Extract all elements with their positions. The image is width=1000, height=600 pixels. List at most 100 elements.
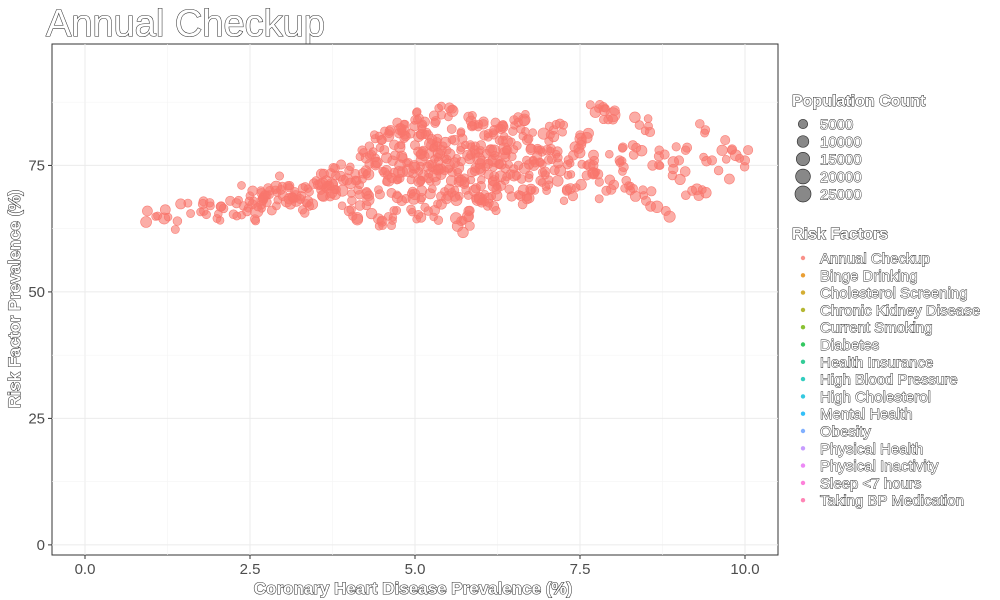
data-point [567,190,579,202]
data-point [467,142,476,151]
x-axis-label: Coronary Heart Disease Prevalence (%) [254,579,572,598]
data-point [362,193,375,207]
data-point [412,107,422,117]
data-point [594,194,604,204]
data-point [544,175,554,184]
data-point [667,156,679,168]
data-point [337,201,347,211]
data-point [681,190,691,200]
color-legend-label: Diabetes [820,337,879,354]
size-legend-key [795,152,810,167]
data-point [695,119,705,129]
data-point [536,145,546,154]
x-tick-label: 5.0 [405,561,426,578]
data-point [198,196,209,207]
color-legend-key [800,376,806,382]
data-point [276,185,286,195]
data-point [700,128,710,138]
size-legend-title: Population Count [792,93,926,110]
data-point [504,160,513,169]
data-point [387,221,396,231]
data-point [563,170,573,180]
data-point [605,149,614,159]
data-point [346,162,355,172]
color-legend-label: Current Smoking [820,320,933,337]
data-point [175,198,187,210]
data-point [585,100,595,110]
data-point [716,144,728,156]
color-legend-label: High Cholesterol [820,389,931,406]
size-legend-label: 20000 [820,169,862,186]
data-point [201,210,211,220]
data-point [483,129,493,139]
data-point [142,205,153,217]
data-point [521,193,533,205]
size-legend: Population Count 50001000015000200002500… [792,93,927,204]
chart-title: Annual Checkup [46,3,325,45]
size-legend-label: 15000 [820,152,862,169]
color-legend-title: Risk Factors [792,226,888,243]
data-point [467,121,477,131]
data-point [365,207,378,220]
size-legend-key [797,118,809,130]
data-point [655,161,665,170]
data-point [487,191,497,201]
data-point [629,190,641,202]
data-point [325,186,338,199]
data-point [720,135,731,146]
x-tick-label: 0.0 [75,561,96,578]
data-point [700,187,712,199]
data-point [530,186,540,195]
data-point [476,146,485,155]
data-point [519,115,530,127]
data-point [347,195,357,206]
data-point [629,111,641,123]
data-point [442,154,452,165]
data-point [477,175,486,185]
color-legend-key [800,480,806,486]
color-legend-label: Binge Drinking [820,268,918,285]
data-point [351,213,364,226]
data-point [437,101,446,111]
data-point [615,158,625,167]
color-legend-key [800,255,806,261]
color-legend-key [800,290,806,295]
data-point [457,226,469,239]
data-point [385,124,396,136]
x-tick-label: 2.5 [240,561,261,578]
color-legend-label: Taking BP Medication [820,493,964,510]
data-point [491,184,502,195]
data-point [559,196,569,206]
data-point [587,167,599,178]
data-point [346,205,356,215]
color-legend-label: Physical Inactivity [820,458,939,475]
data-point [364,141,375,151]
data-point [170,225,180,234]
data-point [299,208,310,218]
data-point [724,173,735,185]
data-point [446,124,457,134]
data-point [274,171,284,181]
data-point [486,155,497,166]
data-point [392,175,402,185]
data-point [553,158,564,169]
data-point [216,201,227,212]
data-point [440,166,450,176]
data-point [306,198,319,210]
data-point [497,120,508,132]
data-point [582,161,591,170]
data-point [508,126,518,136]
data-point [521,127,530,136]
data-point [674,173,686,185]
data-point [544,136,554,146]
data-point [679,166,691,177]
data-point [609,105,620,116]
data-point [435,149,446,160]
color-legend-key [800,359,806,364]
size-legend-key [794,185,812,203]
data-point [456,156,466,167]
color-legend-label: Health Insurance [820,354,933,371]
data-point [392,206,402,215]
data-point [650,200,664,214]
